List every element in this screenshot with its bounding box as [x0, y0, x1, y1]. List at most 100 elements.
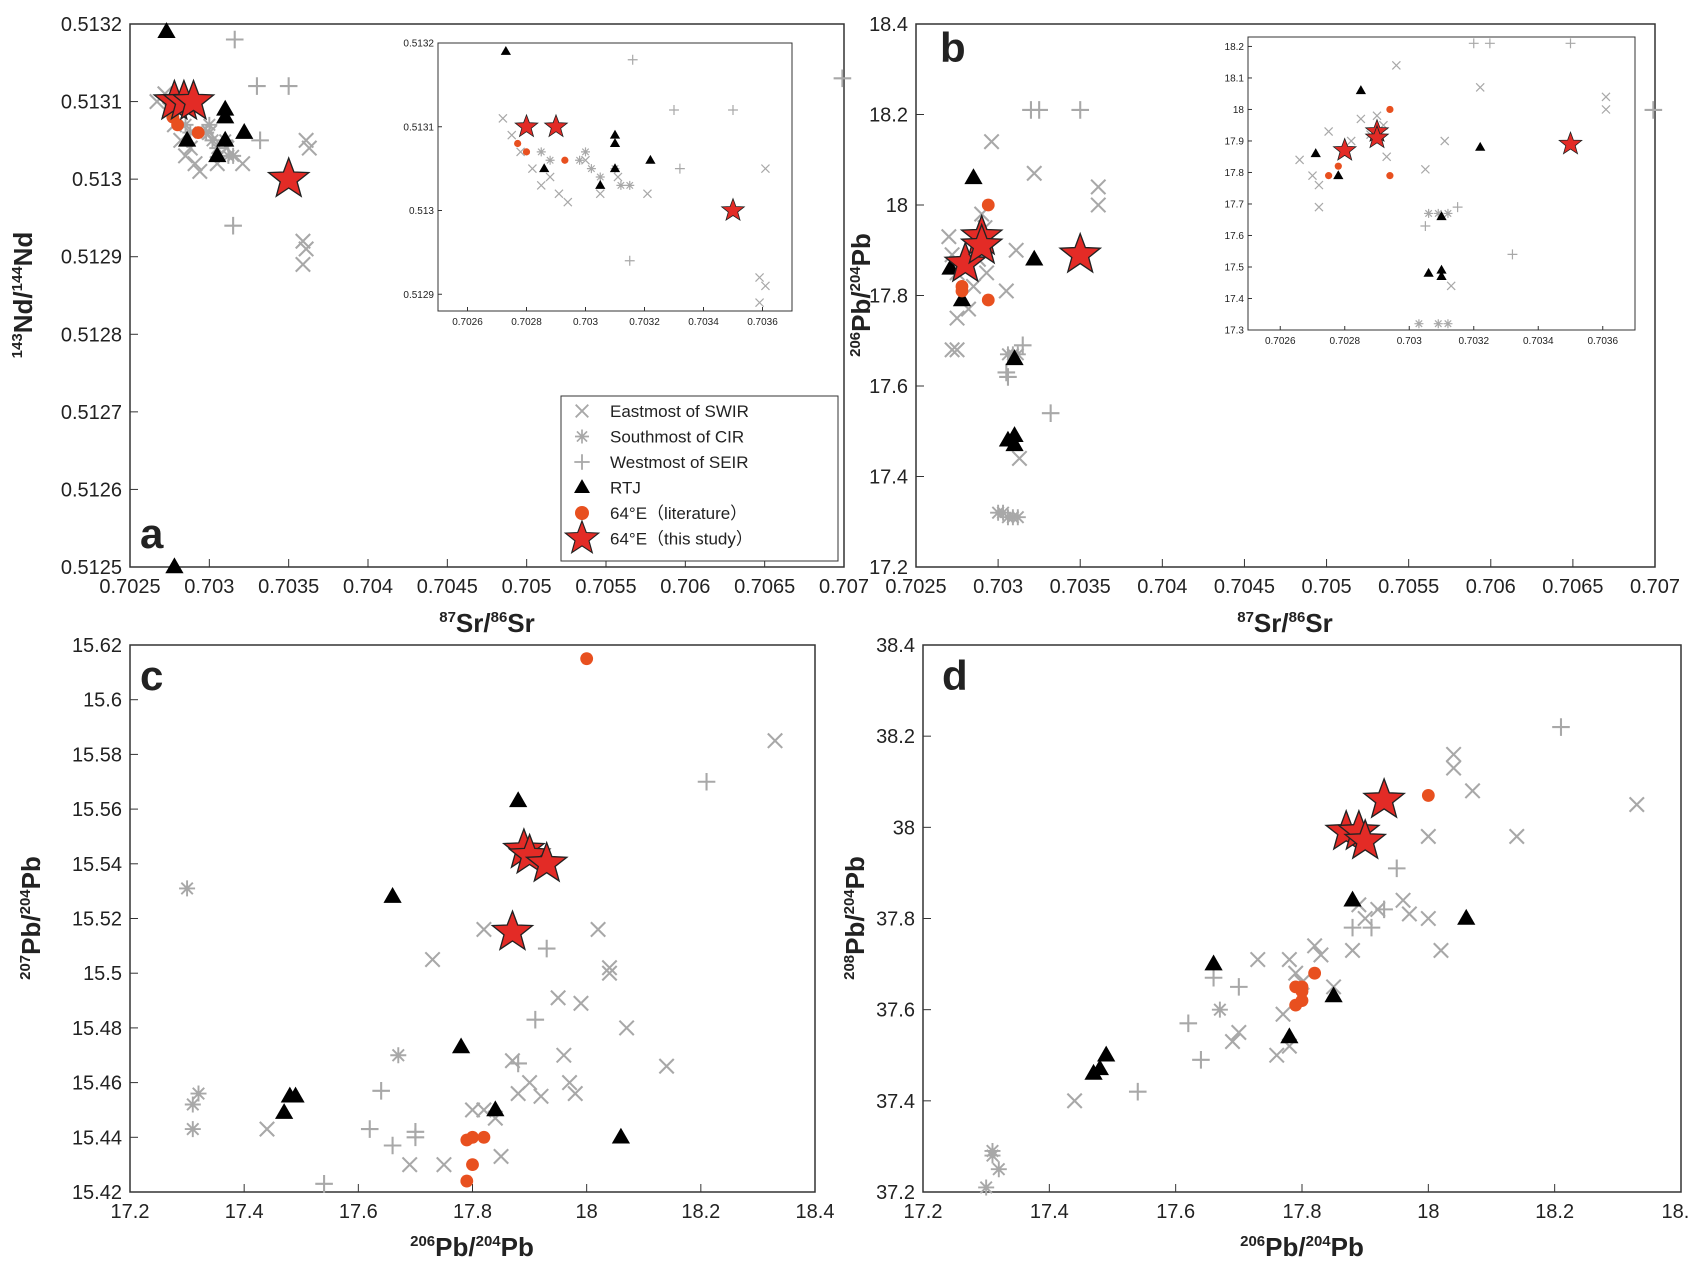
x-tick-label: 17.6	[339, 1201, 378, 1223]
triangle-point	[509, 791, 528, 808]
triangle-point	[1280, 1027, 1299, 1044]
y-tick-label: 18	[1233, 105, 1245, 116]
y-tick-label: 0.513	[72, 169, 122, 191]
panel-d-x-axis-label: 206Pb/204Pb	[1240, 1232, 1364, 1262]
asterisk-point	[184, 1121, 201, 1138]
x-tick-label: 0.7065	[1542, 576, 1603, 598]
x-point	[554, 189, 564, 199]
panel-a: 0.7025 0.703 0.7035 0.704 0.7045 0.705 0.7055 0…	[8, 14, 869, 638]
plus-point	[624, 255, 635, 266]
circle-point	[191, 126, 205, 139]
plus-point	[1204, 968, 1223, 987]
x-tick-label: 17.2	[904, 1201, 943, 1223]
asterisk-point	[204, 132, 221, 149]
panel-b-points	[940, 101, 1663, 526]
panel-a-inset: 0.7026 0.7028 0.703 0.7032 0.7034 0.7036 0.51…	[403, 39, 793, 328]
plus-point	[997, 363, 1016, 382]
triangle-point	[1090, 1059, 1109, 1076]
y-tick-label: 15.48	[72, 1018, 122, 1040]
triangle-point	[1097, 1045, 1116, 1062]
x-point	[259, 1121, 275, 1138]
x-point	[1445, 746, 1462, 763]
y-tick-label: 17.2	[869, 557, 908, 579]
x-tick-label: 0.7025	[99, 576, 160, 598]
triangle-point	[286, 1086, 305, 1103]
x-tick-label: 0.7035	[1050, 576, 1111, 598]
y-tick-label: 15.6	[83, 690, 122, 712]
x-point	[760, 281, 770, 291]
x-tick-label: 0.707	[1630, 576, 1680, 598]
x-point	[533, 1088, 549, 1105]
plus-point	[728, 105, 738, 115]
x-point	[1090, 178, 1107, 195]
triangle-point	[208, 146, 227, 163]
x-point	[527, 164, 537, 174]
panel-a-x-axis-label: 87Sr/86Sr	[439, 608, 535, 638]
y-tick-label: 37.2	[876, 1182, 915, 1204]
panel-c-label: c	[140, 652, 163, 699]
asterisk-point	[390, 1047, 407, 1064]
x-tick-label: 0.7055	[1378, 576, 1439, 598]
panel-c-points	[179, 652, 783, 1193]
x-point	[1433, 942, 1449, 959]
plus-point	[1552, 718, 1570, 736]
x-point	[1008, 242, 1025, 259]
y-tick-label: 0.5127	[61, 402, 122, 424]
panel-a-y-ticks: 0.5125 0.5126 0.5127 0.5128 0.5129 0.513 0.513…	[61, 14, 138, 579]
circle-point	[1308, 966, 1322, 980]
x-point	[234, 155, 251, 172]
x-point	[1281, 951, 1298, 968]
x-point	[464, 1102, 481, 1118]
x-tick-label: 0.7036	[1587, 336, 1618, 347]
circle-point	[460, 1174, 474, 1188]
x-tick-label: 0.7035	[258, 576, 319, 598]
asterisk-point	[595, 172, 605, 182]
triangle-point	[451, 1037, 471, 1054]
asterisk-point	[1414, 319, 1424, 329]
x-point	[1475, 82, 1485, 92]
x-point	[1508, 828, 1525, 845]
x-point	[1382, 152, 1392, 162]
x-tick-label: 0.7034	[688, 317, 719, 328]
plus-point	[315, 1174, 333, 1193]
triangle-point	[165, 557, 184, 574]
panel-a-inset-frame	[437, 42, 793, 312]
x-tick-label: 18	[576, 1201, 598, 1223]
panel-b-inset-y-ticks: 17.3 17.4 17.5 17.6 17.7 17.8 17.9 18 18.1 18.2	[1225, 42, 1252, 337]
circle-point	[466, 1158, 479, 1172]
panel-a-inset-x-ticks: 0.7026 0.7028 0.703 0.7032 0.7034 0.7036	[452, 307, 778, 328]
plus-point	[1192, 1051, 1210, 1069]
y-tick-label: 15.62	[72, 635, 122, 657]
plus-point	[1565, 38, 1576, 49]
y-tick-label: 17.6	[1225, 231, 1245, 242]
star-point	[1332, 137, 1358, 161]
plus-point	[1484, 38, 1495, 49]
panel-a-x-ticks: 0.7025 0.703 0.7035 0.704 0.7045 0.705 0.7055 0…	[99, 559, 869, 598]
plus-point	[1179, 1014, 1198, 1033]
asterisk-point	[1009, 346, 1026, 363]
panel-c-x-axis-label: 206Pb/204Pb	[410, 1232, 534, 1262]
x-point	[191, 163, 208, 180]
asterisk-point	[201, 116, 218, 133]
plus-point	[1375, 900, 1393, 919]
circle-point	[466, 1130, 479, 1144]
asterisk-point	[984, 1147, 1001, 1164]
x-point	[573, 995, 589, 1012]
legend-marker-x	[575, 404, 589, 418]
plus-point	[225, 30, 244, 49]
legend-label: Southmost of CIR	[610, 428, 744, 447]
legend-marker-circle	[575, 506, 589, 520]
triangle-point	[645, 154, 656, 164]
legend-label: Eastmost of SWIR	[610, 402, 749, 421]
x-point	[516, 147, 526, 157]
x-tick-label: 0.706	[1466, 576, 1516, 598]
legend-label: Westmost of SEIR	[610, 453, 749, 472]
plus-point	[279, 77, 298, 95]
panel-b-label: b	[940, 24, 966, 71]
asterisk-point	[575, 155, 585, 165]
y-tick-label: 17.4	[1225, 294, 1245, 305]
triangle-point	[383, 887, 402, 903]
circle-point	[1295, 980, 1309, 994]
x-tick-label: 0.7025	[885, 576, 946, 598]
